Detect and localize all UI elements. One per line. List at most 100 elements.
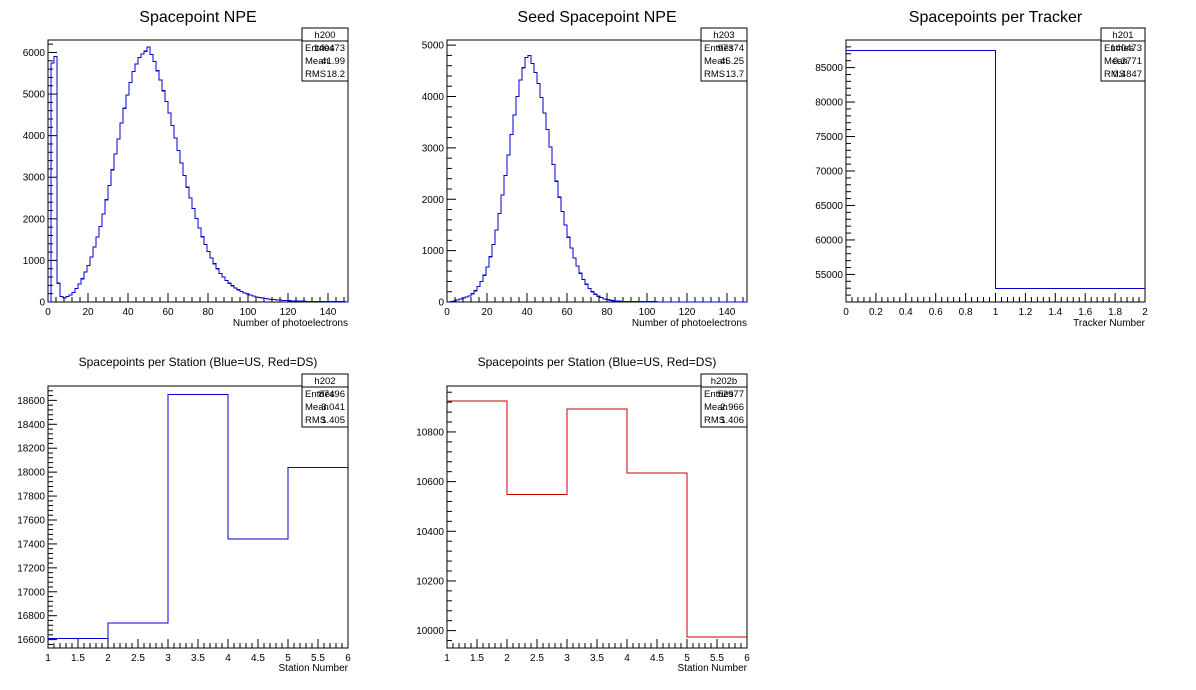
x-tick-label: 6	[744, 653, 750, 664]
x-tick-label: 1	[993, 307, 999, 318]
y-tick-label: 0	[438, 298, 444, 309]
y-tick-label: 17000	[17, 587, 45, 598]
x-tick-label: 4	[225, 653, 231, 664]
x-tick-label: 0.8	[959, 307, 973, 318]
stats-value: 97374	[718, 43, 744, 54]
stats-value: 0.4847	[1113, 69, 1142, 80]
x-tick-label: 1.6	[1078, 307, 1092, 318]
x-tick-label: 1.8	[1108, 307, 1122, 318]
x-tick-label: 5	[285, 653, 291, 664]
y-tick-label: 17600	[17, 515, 45, 526]
stats-value: 52977	[718, 389, 744, 400]
stats-label: Mean	[1104, 56, 1128, 67]
x-tick-label: 5.5	[311, 653, 325, 664]
x-tick-label: 1.2	[1018, 307, 1032, 318]
stats-value: 3.041	[321, 402, 345, 413]
x-axis-title: Number of photoelectrons	[632, 318, 747, 329]
y-tick-label: 3000	[422, 143, 445, 154]
x-tick-label: 140	[320, 307, 337, 318]
stats-label: Mean	[704, 56, 728, 67]
stats-box-frame	[1100, 27, 1146, 82]
stats-box-name: h202b	[711, 376, 737, 387]
x-tick-label: 0.4	[899, 307, 913, 318]
x-tick-label: 5.5	[710, 653, 724, 664]
stats-label: Mean	[704, 402, 728, 413]
x-tick-label: 120	[280, 307, 297, 318]
stats-label: RMS	[305, 415, 326, 426]
chart-title: Seed Spacepoint NPE	[517, 9, 676, 26]
x-tick-label: 2	[504, 653, 510, 664]
stats-label: Mean	[305, 56, 329, 67]
y-tick-label: 85000	[815, 63, 843, 74]
x-tick-label: 2	[1142, 307, 1148, 318]
y-tick-label: 0	[39, 298, 45, 309]
stats-label: Entries	[704, 43, 734, 54]
stats-box-name: h200	[314, 30, 335, 41]
y-tick-label: 1000	[422, 246, 445, 257]
stats-box-frame	[700, 373, 748, 428]
histogram-line	[48, 46, 348, 303]
stats-label: Entries	[305, 389, 335, 400]
stats-value: 140473	[313, 43, 345, 54]
stats-value: 1.406	[720, 415, 744, 426]
plot-frame	[47, 39, 349, 303]
y-tick-label: 18400	[17, 420, 45, 431]
y-tick-label: 65000	[815, 201, 843, 212]
chart-title: Spacepoints per Station (Blue=US, Red=DS…	[478, 355, 717, 369]
y-tick-label: 70000	[815, 167, 843, 178]
stats-box-frame	[301, 373, 349, 428]
x-tick-label: 100	[639, 307, 656, 318]
histogram-line	[846, 49, 1145, 289]
chart-pad-1: Spacepoint NPE 0 1000 2000 3000 4000 5000 6000 0…	[23, 9, 349, 329]
x-tick-label: 20	[82, 307, 94, 318]
stats-label: Entries	[1104, 43, 1134, 54]
x-tick-label: 1	[45, 653, 51, 664]
stats-value: 41.99	[321, 56, 345, 67]
x-tick-label: 40	[521, 307, 533, 318]
x-tick-label: 0.2	[869, 307, 883, 318]
y-tick-label: 4000	[23, 131, 46, 142]
stats-box-name: h203	[713, 30, 734, 41]
x-tick-label: 2.5	[131, 653, 145, 664]
x-tick-label: 1.4	[1048, 307, 1062, 318]
chart-title: Spacepoint NPE	[139, 9, 256, 26]
chart-pad-5: Spacepoints per Station (Blue=US, Red=DS…	[416, 355, 750, 674]
x-tick-label: 40	[122, 307, 134, 318]
stats-box-frame	[301, 27, 349, 82]
y-tick-label: 6000	[23, 48, 46, 59]
stats-box-frame	[700, 27, 748, 82]
x-tick-label: 3.5	[590, 653, 604, 664]
stats-value: 87496	[319, 389, 345, 400]
y-tick-label: 17400	[17, 539, 45, 550]
y-tick-label: 55000	[815, 270, 843, 281]
y-tick-label: 10000	[416, 626, 444, 637]
x-tick-label: 80	[601, 307, 613, 318]
stats-value: 1.405	[321, 415, 345, 426]
stats-value: 140473	[1110, 43, 1142, 54]
x-tick-label: 3	[165, 653, 171, 664]
chart-title: Spacepoints per Station (Blue=US, Red=DS…	[79, 355, 318, 369]
x-tick-label: 1.5	[470, 653, 484, 664]
stats-value: 13.7	[726, 69, 745, 80]
y-tick-label: 5000	[422, 41, 445, 52]
stats-value: 2.966	[720, 402, 744, 413]
histogram-line	[447, 400, 747, 638]
x-axis-title: Station Number	[279, 663, 349, 674]
y-tick-label: 75000	[815, 132, 843, 143]
stats-box-name: h202	[314, 376, 335, 387]
x-tick-label: 60	[561, 307, 573, 318]
x-tick-label: 1.5	[71, 653, 85, 664]
y-tick-label: 16600	[17, 635, 45, 646]
stats-label: RMS	[704, 415, 725, 426]
y-tick-label: 2000	[23, 214, 46, 225]
stats-label: Entries	[704, 389, 734, 400]
stats-label: RMS	[704, 69, 725, 80]
histogram-line	[447, 54, 747, 303]
plot-frame	[446, 39, 748, 303]
y-tick-label: 18200	[17, 444, 45, 455]
y-tick-label: 3000	[23, 173, 46, 184]
